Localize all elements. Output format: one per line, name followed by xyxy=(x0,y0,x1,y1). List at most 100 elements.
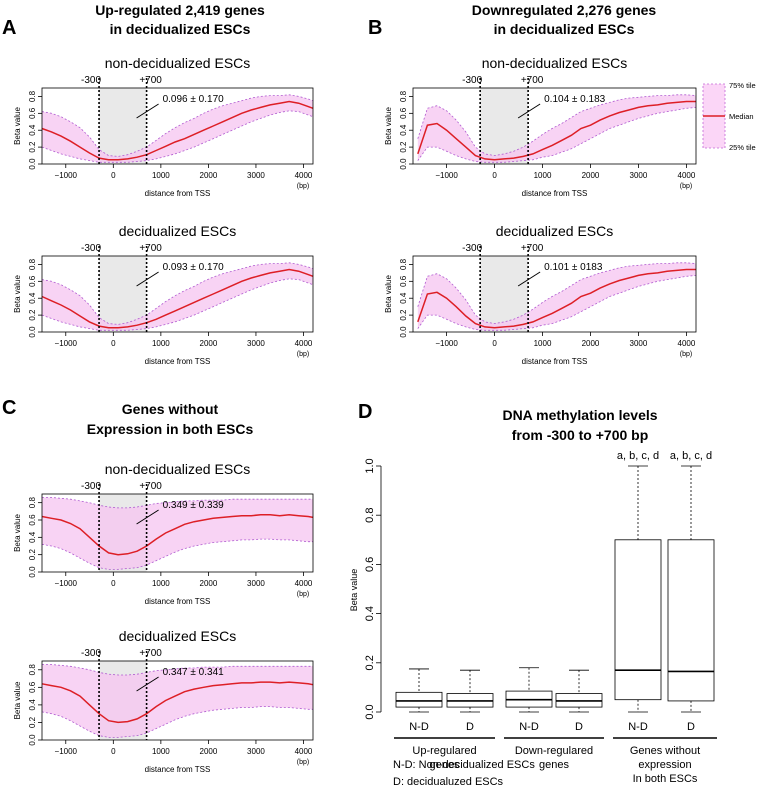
panel-b-title-line1: Downregulated 2,276 genes xyxy=(472,2,657,18)
group-label-line: Up-regulared xyxy=(412,745,476,757)
plot-subtitle: non-decidualized ESCs xyxy=(105,55,251,71)
quantile-band xyxy=(417,94,696,163)
y-tick-label: 1.0 xyxy=(364,458,376,473)
annotation-leader xyxy=(136,676,159,692)
y-tick-label: 0.6 xyxy=(399,107,408,119)
x-tick-label: 2000 xyxy=(200,171,218,180)
panel-b-title-line2: in decidualized ESCs xyxy=(494,21,635,37)
x-tick-label: 2000 xyxy=(200,747,218,756)
region-left-label: -300 xyxy=(462,243,482,254)
x-tick-label: 0 xyxy=(492,339,497,348)
x-unit-label: (bp) xyxy=(297,759,309,766)
x-tick-label: 4000 xyxy=(678,339,696,348)
x-tick-label: 2000 xyxy=(200,579,218,588)
group-3: Genes without expression In both ESCs xyxy=(613,737,717,785)
q25-line xyxy=(417,275,697,331)
y-axis-label: Beta value xyxy=(384,275,393,313)
region-right-label: +700 xyxy=(139,75,162,86)
x-tick-label: 3000 xyxy=(247,747,265,756)
plot-frame xyxy=(41,660,314,741)
x-tick-label: −1000 xyxy=(55,747,78,756)
y-tick-label: 0.0 xyxy=(28,734,37,746)
y-axis-label: Beta value xyxy=(13,107,22,145)
median-line xyxy=(41,100,314,161)
q25-line xyxy=(417,107,697,163)
significance-label: a, b, c, d xyxy=(617,450,659,462)
box-n-d-4: N-D a, b, c, d xyxy=(614,450,662,733)
region-left-label: -300 xyxy=(81,75,101,86)
y-axis-label: Beta value xyxy=(349,569,359,612)
panel-a-title-line2: in decidualized ESCs xyxy=(110,21,251,37)
quantile-band xyxy=(417,262,696,331)
box-label: N-D xyxy=(409,721,429,733)
x-tick-label: 3000 xyxy=(247,579,265,588)
q25-line xyxy=(41,278,314,331)
x-tick-label: 0 xyxy=(492,171,497,180)
group-2: Down-regulared genes xyxy=(504,737,604,771)
y-tick-label: 0.4 xyxy=(364,606,376,621)
region-right-label: +700 xyxy=(521,243,544,254)
region-left-label: -300 xyxy=(81,243,101,254)
methylation-annotation: 0.347 ± 0.341 xyxy=(163,667,225,678)
x-tick-label: 3000 xyxy=(247,171,265,180)
iqr-box xyxy=(395,691,443,708)
panel-c-title-line1: Genes without xyxy=(122,401,219,417)
x-tick-label: 0 xyxy=(111,579,116,588)
boxplot-panel-d: 0.0 0.2 0.4 0.6 0.8 1.0 Beta value N-D D N-D D N-D a… xyxy=(349,450,717,785)
x-tick-label: 1000 xyxy=(534,171,552,180)
q25-line xyxy=(41,538,313,570)
group-label-line: Genes without xyxy=(630,745,700,757)
panel-letter-b: B xyxy=(368,17,382,39)
group-label-line: expression xyxy=(638,759,691,771)
x-tick-label: 2000 xyxy=(582,339,600,348)
region-right-label: +700 xyxy=(139,481,162,492)
box-label: N-D xyxy=(519,721,539,733)
plot-subtitle: decidualized ESCs xyxy=(119,223,237,239)
plot-subtitle: decidualized ESCs xyxy=(496,223,614,239)
y-tick-label: 0.6 xyxy=(28,275,37,287)
region-left-label: -300 xyxy=(462,75,482,86)
x-tick-label: −1000 xyxy=(55,579,78,588)
x-tick-label: −1000 xyxy=(435,171,458,180)
methylation-annotation: 0.104 ± 0.183 xyxy=(544,94,606,105)
iqr-box xyxy=(614,539,662,701)
group-label-line: genes xyxy=(430,759,460,771)
median-line xyxy=(417,268,696,329)
region-left-label: -300 xyxy=(81,648,101,659)
plot-frame xyxy=(41,87,314,165)
plot-subtitle: non-decidualized ESCs xyxy=(105,461,251,477)
y-tick-label: 0.4 xyxy=(399,124,408,136)
x-axis-label: distance from TSS xyxy=(522,357,588,366)
legend-median-label: Median xyxy=(729,112,754,121)
x-unit-label: (bp) xyxy=(297,591,309,598)
median-line xyxy=(417,100,696,161)
panel-a-title-line1: Up-regulated 2,419 genes xyxy=(95,2,265,18)
group-label: Genes without expression In both ESCs xyxy=(630,745,700,785)
methylation-annotation: 0.101 ± 0183 xyxy=(544,262,603,273)
plot-subtitle: decidualized ESCs xyxy=(119,628,237,644)
x-axis-label: distance from TSS xyxy=(522,189,588,198)
y-tick-label: 0.0 xyxy=(28,566,37,578)
legend-q75-label: 75% tile xyxy=(729,81,756,90)
x-tick-label: 1000 xyxy=(152,171,170,180)
region-right-label: +700 xyxy=(521,75,544,86)
y-tick-label: 0.4 xyxy=(28,124,37,136)
q25-line xyxy=(41,706,313,738)
y-tick-label: 0.4 xyxy=(28,292,37,304)
x-tick-label: 1000 xyxy=(152,747,170,756)
group-label: Up-regulared genes xyxy=(412,745,476,771)
group-label: Down-regulared genes xyxy=(515,745,593,771)
x-unit-label: (bp) xyxy=(680,351,692,358)
group-1: Up-regulared genes xyxy=(394,737,495,771)
box-label: D xyxy=(687,721,695,733)
box-n-d-0: N-D xyxy=(395,668,443,733)
q25-line xyxy=(41,110,314,163)
y-tick-label: 0.0 xyxy=(364,704,376,719)
x-tick-label: 0 xyxy=(111,339,116,348)
x-tick-label: 1000 xyxy=(534,339,552,348)
y-axis-label: Beta value xyxy=(384,107,393,145)
